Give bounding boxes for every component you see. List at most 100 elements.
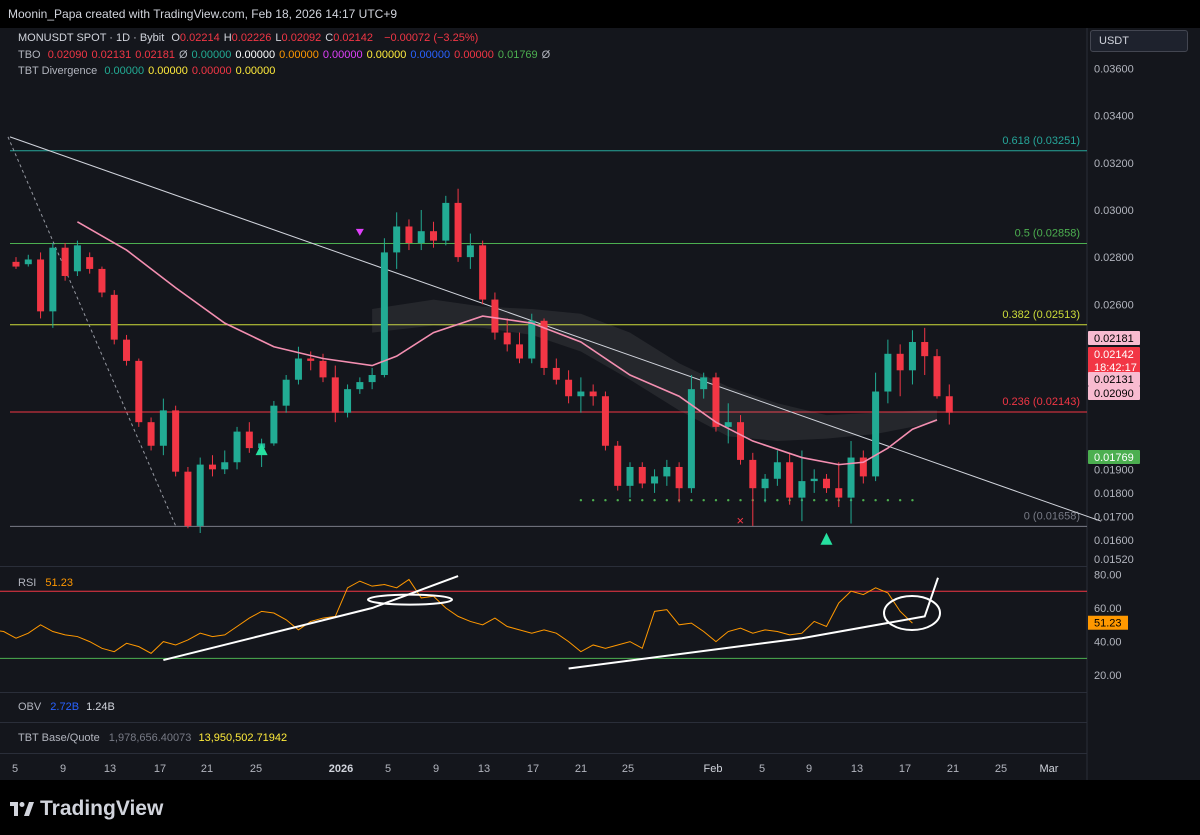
tbo-value: Ø [541, 49, 551, 61]
candle-body [872, 391, 880, 477]
candle-body [761, 478, 769, 489]
support-dot [579, 499, 583, 502]
candle-body [479, 245, 487, 300]
tv-logo-icon [10, 802, 34, 816]
price-tick-label: 0.02800 [1094, 252, 1134, 264]
tbt-divergence-label: TBT Divergence [18, 65, 98, 77]
candle-body [552, 367, 560, 380]
chart-area[interactable]: 0.03600 0.03400 0.03200 0.03000 0.02800 0.026… [0, 28, 1200, 780]
candle-body [614, 445, 622, 486]
price-tick-label: 0.03400 [1094, 111, 1134, 123]
ohlc-o-label: O [171, 32, 180, 44]
price-tick-label: 0.03600 [1094, 64, 1134, 76]
candle-body [565, 379, 573, 397]
tbo-value: 0.00000 [322, 49, 363, 61]
tbo-value: 0.02090 [47, 49, 88, 61]
tbt-divergence-value: 0.00000 [191, 65, 232, 77]
candle-body [442, 202, 450, 241]
time-axis-label: 21 [575, 763, 587, 775]
candle-body [896, 353, 904, 371]
candle-body [380, 252, 388, 376]
time-axis-label: 17 [899, 763, 911, 775]
candle-body [208, 464, 216, 470]
support-dot [898, 499, 902, 502]
ohlc-l-label: L [275, 32, 282, 44]
time-axis-label: 17 [154, 763, 166, 775]
candle-body [147, 422, 155, 446]
fib-level-label: 0.236 (0.02143) [1002, 396, 1080, 408]
candle-body [749, 459, 757, 489]
candle-body [319, 360, 327, 378]
candle-body [663, 466, 671, 477]
tbo-value: 0.01769 [497, 49, 538, 61]
tradingview-logo[interactable]: TradingView [10, 797, 163, 821]
support-dot [886, 499, 890, 502]
candle-body [135, 360, 143, 423]
rsi-value-tag-label: 51.23 [1094, 618, 1122, 630]
ohlc-o-value: 0.02214 [179, 32, 220, 44]
candle-body [638, 466, 646, 484]
candle-body [466, 245, 474, 258]
time-axis-label: 17 [527, 763, 539, 775]
time-axis-label: Mar [1040, 763, 1059, 775]
tbt-pane-separator [0, 722, 1087, 723]
candle-body [196, 464, 204, 526]
tbt-divergence-values: 0.00000 0.00000 0.00000 0.00000 [104, 65, 279, 77]
currency-selector[interactable]: USDT [1090, 30, 1188, 52]
price-tag-value: 0.02181 [1094, 333, 1134, 345]
descending-trendline [9, 136, 1102, 522]
price-tick-label: 0.03200 [1094, 158, 1134, 170]
time-axis-label: 5 [759, 763, 765, 775]
price-axis-bg [1087, 28, 1200, 780]
legend-tbt-divergence-row: TBT Divergence 0.00000 0.00000 0.00000 0.00… [18, 65, 283, 77]
price-tick-label: 0.01900 [1094, 464, 1134, 476]
tbo-value: 0.02131 [91, 49, 132, 61]
time-axis-label: 25 [622, 763, 634, 775]
price-tag [1088, 386, 1140, 400]
price-tag-value: 0.01769 [1094, 452, 1134, 464]
obv-legend: OBV 2.72B 1.24B [18, 701, 115, 713]
candle-body [12, 261, 20, 267]
drawn-ellipse [367, 593, 453, 606]
time-axis-label: 5 [12, 763, 18, 775]
rsi-tick-label: 40.00 [1094, 637, 1122, 649]
time-axis-label: 9 [806, 763, 812, 775]
price-tag [1088, 347, 1140, 375]
price-tick-label: 0.01600 [1094, 535, 1134, 547]
time-axis-label: 25 [250, 763, 262, 775]
dashed-trendline [7, 136, 177, 527]
candle-body [491, 299, 499, 333]
rsi-tick-label: 20.00 [1094, 670, 1122, 682]
candle-body [393, 226, 401, 253]
time-axis-separator [0, 753, 1087, 754]
candle-body [515, 344, 523, 359]
candle-body [626, 466, 634, 486]
ohlc-values: O0.02214 H0.02226 L0.02092 C0.02142 [171, 32, 377, 44]
candle-body [245, 431, 253, 449]
support-dot [911, 499, 914, 502]
price-tag-value: 0.02142 [1094, 349, 1134, 361]
time-axis-label: 13 [104, 763, 116, 775]
support-dot [825, 499, 828, 502]
ohlc-h-value: 0.02226 [231, 32, 272, 44]
tbo-value: 0.00000 [410, 49, 451, 61]
tbo-value: 0.00000 [191, 49, 232, 61]
tbo-value: 0.00000 [366, 49, 407, 61]
support-dot [813, 499, 816, 502]
candle-body [798, 481, 806, 498]
tbt-base-quote-label: TBT Base/Quote [18, 732, 100, 744]
candle-body [123, 339, 131, 361]
buy-signal-triangle [255, 443, 268, 456]
candle-body [528, 320, 536, 359]
candle-body [430, 231, 438, 241]
candle-body [110, 294, 118, 340]
time-axis-label: 13 [851, 763, 863, 775]
tbo-label: TBO [18, 49, 41, 61]
rsi-line [0, 578, 913, 654]
candle-body [356, 382, 364, 390]
moving-average-line [77, 221, 938, 466]
candle-body [417, 231, 425, 243]
price-tag-value: 0.02131 [1094, 374, 1134, 386]
tbt-quote-value: 13,950,502.71942 [198, 732, 288, 744]
price-chart[interactable]: 0.03600 0.03400 0.03200 0.03000 0.02800 0.026… [0, 28, 1200, 780]
